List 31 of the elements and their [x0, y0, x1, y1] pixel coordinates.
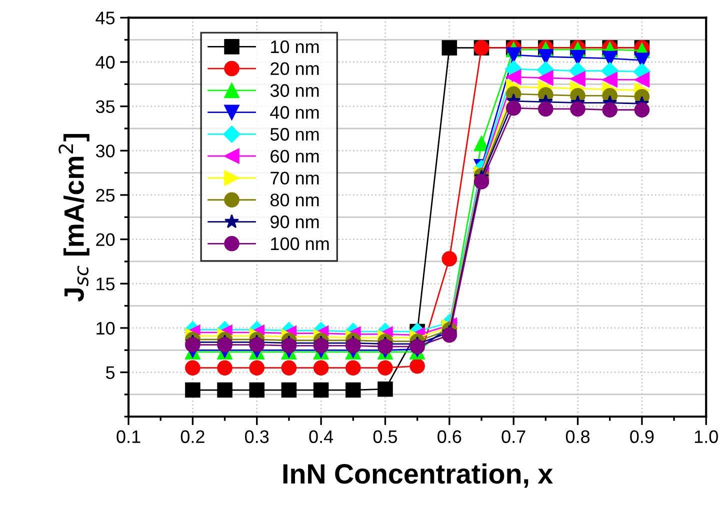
y-tick-label: 10 [96, 322, 115, 335]
x-tick-label: 0.2 [180, 430, 204, 444]
x-tick-label: 0.6 [438, 430, 462, 444]
legend-label: 100 nm [271, 237, 329, 250]
legend-label: 80 nm [270, 194, 319, 206]
legend-label: 20 nm [270, 62, 319, 76]
legend-label: 10 nm [271, 40, 319, 54]
x-tick-label: 0.4 [309, 430, 334, 444]
legend-label: 70 nm [270, 172, 319, 184]
x-tick-label: 0.5 [373, 430, 398, 444]
y-tick-label: 20 [96, 233, 115, 246]
y-tick-label: 25 [96, 188, 115, 202]
x-tick-label: 0.7 [502, 430, 526, 444]
x-tick-label: 0.8 [566, 430, 590, 444]
legend-label: 30 nm [270, 84, 319, 97]
x-axis-title: InN Concentration, x [283, 463, 553, 488]
legend-label: 60 nm [270, 150, 319, 163]
x-tick-label: 0.9 [630, 430, 654, 444]
y-tick-label: 35 [96, 100, 115, 114]
y-tick-label: 45 [96, 12, 115, 24]
x-tick-label: 0.3 [245, 430, 269, 444]
y-tick-label: 30 [96, 144, 115, 158]
x-tick-label: 1.0 [694, 430, 718, 444]
legend-label: 40 nm [270, 106, 319, 119]
y-tick-label: 40 [96, 56, 115, 69]
y-axis-title: J$_{sc}$ [mA/cm$^{2}$] [58, 134, 90, 302]
legend-label: 50 nm [270, 128, 319, 141]
x-tick-label: 0.1 [116, 430, 140, 444]
legend-label: 90 nm [270, 215, 319, 228]
y-tick-label: 15 [96, 278, 115, 290]
y-tick-label: 5 [106, 366, 115, 380]
